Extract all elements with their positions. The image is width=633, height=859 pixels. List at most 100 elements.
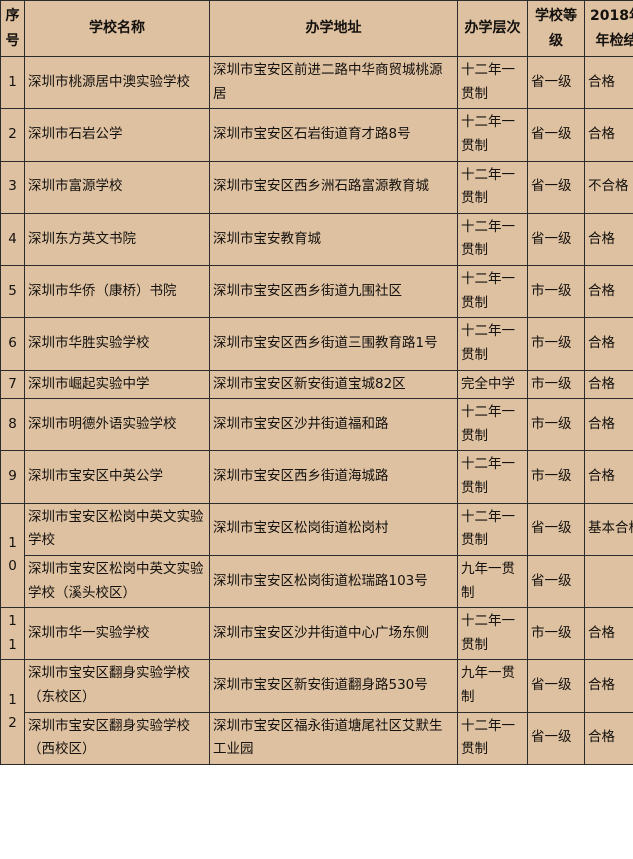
cell-conclusion: 合格 (584, 711, 633, 765)
cell-index: 8 (0, 398, 25, 452)
cell-address: 深圳市宝安教育城 (209, 212, 458, 267)
table-row: 2 深圳市石岩公学 深圳市宝安区石岩街道育才路8号 十二年一贯制 省一级 合格 (0, 108, 633, 162)
cell-school-name: 深圳市宝安区松岗中英文实验学校（溪头校区） (24, 554, 210, 609)
cell-grade: 省一级 (527, 659, 585, 713)
annual-inspection-table: 序号 学校名称 办学地址 办学层次 学校等级 2018年度年检结论 1深圳市桃源… (0, 0, 633, 765)
cell-grade: 省一级 (527, 160, 585, 214)
cell-conclusion: 基本合格 (584, 502, 633, 556)
column-header-school-name: 学校名称 (24, 0, 210, 57)
cell-address: 深圳市宝安区福永街道塘尾社区艾默生工业园 (209, 711, 458, 765)
cell-school-name: 深圳市华一实验学校 (24, 607, 210, 661)
cell-level: 九年一贯制 (457, 659, 528, 713)
cell-address: 深圳市宝安区新安街道宝城82区 (209, 369, 458, 400)
cell-level: 十二年一贯制 (457, 711, 528, 765)
cell-school-name: 深圳市宝安区松岗中英文实验学校 (24, 502, 210, 556)
cell-index: 10 (0, 502, 25, 609)
table-row: 12 深圳市宝安区翻身实验学校（东校区） 深圳市宝安区新安街道翻身路530号 九年一贯… (0, 659, 633, 765)
cell-level: 完全中学 (457, 369, 528, 400)
cell-index: 6 (0, 317, 25, 371)
cell-address: 深圳市宝安区松岗街道松岗村 (209, 502, 458, 556)
cell-conclusion: 合格 (584, 450, 633, 504)
cell-grade: 省一级 (527, 711, 585, 765)
cell-address: 深圳市宝安区新安街道翻身路530号 (209, 659, 458, 713)
table-row: 1 深圳市桃源居中澳实验学校 深圳市宝安区前进二路中华商贸城桃源居 十二年一贯制 省一级… (0, 55, 633, 110)
cell-school-name: 深圳市明德外语实验学校 (24, 398, 210, 452)
cell-level: 十二年一贯制 (457, 450, 528, 504)
table-row: 9 深圳市宝安区中英公学 深圳市宝安区西乡街道海城路 十二年一贯制 市一级 合格 (0, 450, 633, 504)
table-row: 6 深圳市华胜实验学校 深圳市宝安区西乡街道三围教育路1号 十二年一贯制 市一级 合格 (0, 317, 633, 371)
cell-grade: 省一级 (527, 55, 585, 110)
table-row: 深圳市宝安区翻身实验学校（西校区） 深圳市宝安区福永街道塘尾社区艾默生工业园 十二年… (1, 711, 633, 765)
cell-address: 深圳市宝安区石岩街道育才路8号 (209, 108, 458, 162)
cell-school-name: 深圳市石岩公学 (24, 108, 210, 162)
cell-level: 十二年一贯制 (457, 398, 528, 452)
cell-level: 十二年一贯制 (457, 502, 528, 556)
cell-school-name: 深圳市宝安区中英公学 (24, 450, 210, 504)
cell-grade: 省一级 (527, 554, 585, 609)
cell-level: 十二年一贯制 (457, 212, 528, 267)
cell-address: 深圳市宝安区西乡街道三围教育路1号 (209, 317, 458, 371)
cell-school-name: 深圳市富源学校 (24, 160, 210, 214)
table-body: 1 深圳市桃源居中澳实验学校 深圳市宝安区前进二路中华商贸城桃源居 十二年一贯制 省一级… (0, 55, 633, 765)
cell-grade: 市一级 (527, 398, 585, 452)
cell-address: 深圳市宝安区西乡街道九围社区 (209, 264, 458, 319)
cell-index: 1 (0, 55, 25, 110)
cell-grade: 市一级 (527, 607, 585, 661)
cell-school-name: 深圳市桃源居中澳实验学校 (24, 55, 210, 110)
table-row: 5 深圳市华侨（康桥）书院 深圳市宝安区西乡街道九围社区 十二年一贯制 市一级 合格 (0, 264, 633, 319)
cell-address: 深圳市宝安区沙井街道福和路 (209, 398, 458, 452)
table-row: 4 深圳东方英文书院 深圳市宝安教育城 十二年一贯制 省一级 合格 (0, 212, 633, 267)
cell-address: 深圳市宝安区前进二路中华商贸城桃源居 (209, 55, 458, 110)
cell-address: 深圳市宝安区西乡洲石路富源教育城 (209, 160, 458, 214)
cell-level: 十二年一贯制 (457, 55, 528, 110)
cell-index: 11 (0, 607, 25, 661)
cell-grade: 市一级 (527, 369, 585, 400)
cell-address: 深圳市宝安区松岗街道松瑞路103号 (209, 554, 458, 609)
cell-school-name: 深圳东方英文书院 (24, 212, 210, 267)
table-row: 7 深圳市崛起实验中学 深圳市宝安区新安街道宝城82区 完全中学 市一级 合格 (0, 369, 633, 400)
cell-level: 十二年一贯制 (457, 160, 528, 214)
table-row: 3 深圳市富源学校 深圳市宝安区西乡洲石路富源教育城 十二年一贯制 省一级 不合格 (0, 160, 633, 214)
cell-index: 9 (0, 450, 25, 504)
table-header-row: 序号 学校名称 办学地址 办学层次 学校等级 2018年度年检结论 (0, 0, 633, 57)
cell-conclusion: 合格 (584, 264, 633, 319)
cell-conclusion: 合格 (584, 108, 633, 162)
cell-conclusion: 合格 (584, 212, 633, 267)
cell-grade: 市一级 (527, 264, 585, 319)
cell-school-name: 深圳市华侨（康桥）书院 (24, 264, 210, 319)
cell-address: 深圳市宝安区西乡街道海城路 (209, 450, 458, 504)
column-header-index: 序号 (0, 0, 25, 57)
cell-level: 十二年一贯制 (457, 317, 528, 371)
table-row: 11 深圳市华一实验学校 深圳市宝安区沙井街道中心广场东侧 十二年一贯制 市一级 合格 (0, 607, 633, 661)
cell-index: 2 (0, 108, 25, 162)
cell-conclusion: 合格 (584, 317, 633, 371)
cell-level: 九年一贯制 (457, 554, 528, 609)
cell-school-name: 深圳市华胜实验学校 (24, 317, 210, 371)
cell-conclusion: 合格 (584, 398, 633, 452)
cell-school-name: 深圳市崛起实验中学 (24, 369, 210, 400)
cell-level: 十二年一贯制 (457, 607, 528, 661)
cell-conclusion: 合格 (584, 607, 633, 661)
table-row: 10 深圳市宝安区松岗中英文实验学校 深圳市宝安区松岗街道松岗村 十二年一贯制 省一级基… (0, 502, 633, 609)
cell-conclusion: 合格 (584, 369, 633, 400)
cell-grade: 市一级 (527, 450, 585, 504)
cell-school-name: 深圳市宝安区翻身实验学校（西校区） (24, 711, 210, 765)
column-header-address: 办学地址 (209, 0, 458, 57)
cell-school-name: 深圳市宝安区翻身实验学校（东校区） (24, 659, 210, 713)
cell-index: 5 (0, 264, 25, 319)
cell-grade: 省一级 (527, 502, 585, 556)
table-header: 序号 学校名称 办学地址 办学层次 学校等级 2018年度年检结论 (0, 0, 633, 57)
cell-address: 深圳市宝安区沙井街道中心广场东侧 (209, 607, 458, 661)
cell-conclusion: 不合格 (584, 160, 633, 214)
column-header-grade: 学校等级 (527, 0, 585, 57)
cell-grade: 省一级 (527, 108, 585, 162)
table-row: 8 深圳市明德外语实验学校 深圳市宝安区沙井街道福和路 十二年一贯制 市一级 合格 (0, 398, 633, 452)
cell-grade: 市一级 (527, 317, 585, 371)
cell-conclusion (584, 554, 633, 609)
cell-index: 3 (0, 160, 25, 214)
cell-level: 十二年一贯制 (457, 264, 528, 319)
cell-index: 12 (0, 659, 25, 765)
cell-index: 7 (0, 369, 25, 400)
column-header-conclusion: 2018年度年检结论 (584, 0, 633, 57)
cell-conclusion: 合格 (584, 659, 633, 713)
